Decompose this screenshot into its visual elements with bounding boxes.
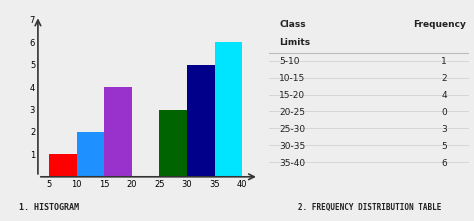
Text: Limits: Limits [279,38,310,47]
Text: 4: 4 [441,91,447,100]
Bar [187,65,215,177]
Bar [104,87,132,177]
Bar [77,132,104,177]
Text: 10-15: 10-15 [279,74,306,83]
Text: 3: 3 [441,125,447,134]
Text: 20-25: 20-25 [279,108,305,117]
Text: 5: 5 [441,142,447,151]
Text: 6: 6 [441,159,447,168]
Bar [215,42,242,177]
Text: 2. FREQUENCY DISTRIBUTION TABLE: 2. FREQUENCY DISTRIBUTION TABLE [298,203,441,212]
Text: 2: 2 [441,74,447,83]
Bar [49,154,77,177]
Text: 1. HISTOGRAM: 1. HISTOGRAM [19,203,79,212]
Text: 1: 1 [441,57,447,67]
Bar [159,110,187,177]
Text: 5-10: 5-10 [279,57,300,67]
Text: 35-40: 35-40 [279,159,305,168]
Text: Frequency: Frequency [413,20,466,29]
Text: 30-35: 30-35 [279,142,306,151]
Text: 15-20: 15-20 [279,91,305,100]
Text: 25-30: 25-30 [279,125,305,134]
Text: Class: Class [279,20,306,29]
Text: 0: 0 [441,108,447,117]
